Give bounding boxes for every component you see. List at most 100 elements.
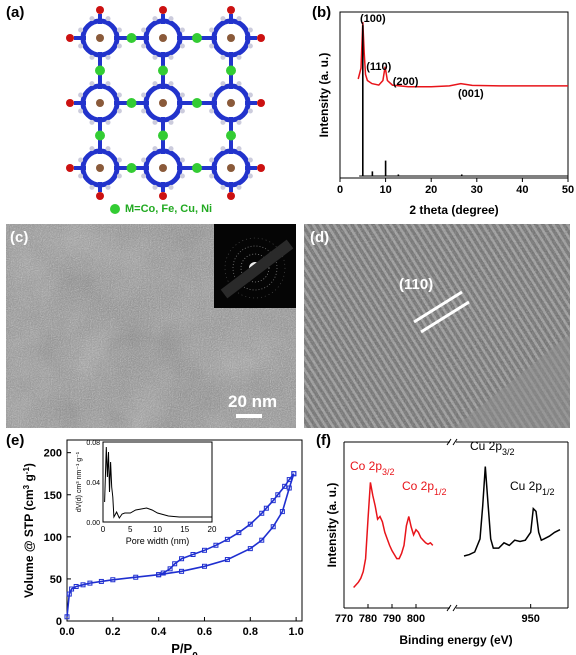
metal-atom [192, 163, 202, 173]
hydrogen-atom [116, 108, 122, 114]
macrocycle-ring [211, 18, 251, 58]
hydrogen-atom [89, 119, 95, 125]
hydrogen-atom [105, 119, 111, 125]
hydrogen-atom [220, 54, 226, 60]
panel-label-d: (d) [310, 229, 330, 246]
hydrogen-atom [116, 157, 122, 163]
inset-x-tick-label: 20 [208, 525, 217, 534]
y-axis-label: Intensity (a. u.) [317, 53, 331, 138]
panel-c-tem-image: 20 nm (c) [6, 224, 296, 428]
isotherm-chart: 0.00.20.40.60.81.0050100150200P/P0Volume… [22, 439, 304, 655]
panel-label-c: (c) [10, 229, 29, 246]
axis-break [446, 604, 452, 612]
metal-atom [192, 98, 202, 108]
inset-y-tick-label: 0.04 [86, 480, 100, 487]
hydrogen-atom [168, 54, 174, 60]
metal-atom [226, 65, 236, 76]
inset-y-tick-label: 0.08 [86, 440, 100, 447]
peak-label: (001) [458, 88, 484, 100]
oxygen-atom [227, 6, 235, 14]
center-metal-atom [96, 34, 104, 42]
hydrogen-atom [247, 92, 253, 98]
inset-frame [102, 441, 213, 523]
adsorption-branch-point [179, 568, 185, 574]
metal-atom [95, 130, 105, 141]
oxygen-atom [96, 192, 104, 200]
axis-break [452, 438, 458, 446]
x-tick-label: 790 [383, 613, 401, 625]
center-metal-atom [159, 34, 167, 42]
adsorption-branch-point [110, 577, 116, 583]
adsorption-branch-point [133, 574, 139, 580]
peak-label: (100) [360, 13, 386, 25]
desorption-branch-point [201, 547, 207, 553]
hydrogen-atom [141, 92, 147, 98]
desorption-branch-point [213, 542, 219, 548]
hydrogen-atom [78, 92, 84, 98]
x-tick-label: 780 [359, 613, 377, 625]
hydrogen-atom [247, 157, 253, 163]
hydrogen-atom [247, 43, 253, 49]
hydrogen-atom [236, 146, 242, 152]
macrocycle-ring [143, 18, 183, 58]
center-metal-atom [227, 99, 235, 107]
axis-break [452, 604, 458, 612]
x-axis-label: Binding energy (eV) [399, 633, 512, 647]
hydrogen-atom [168, 119, 174, 125]
hydrogen-atom [168, 146, 174, 152]
desorption-branch-point [156, 572, 162, 578]
desorption-branch-point [167, 566, 173, 572]
hydrogen-atom [78, 173, 84, 179]
metal-legend-text: M=Co, Fe, Cu, Ni [125, 203, 213, 215]
hydrogen-atom [116, 92, 122, 98]
x-tick-label: 0.6 [197, 626, 212, 638]
oxygen-atom [159, 192, 167, 200]
center-metal-atom [159, 99, 167, 107]
plot-frame [339, 11, 569, 179]
center-metal-atom [227, 34, 235, 42]
panel-label-a: (a) [6, 4, 25, 21]
hydrogen-atom [209, 27, 215, 33]
x-axis-label: 2 theta (degree) [409, 203, 498, 217]
y-tick-label: 0 [56, 616, 62, 628]
hydrogen-atom [179, 27, 185, 33]
x-tick-label: 40 [516, 184, 528, 196]
y-axis-label: Volume @ STP (cm3 g-1) [22, 463, 37, 598]
plot-frame [66, 439, 303, 622]
oxygen-atom [257, 34, 265, 42]
adsorption-branch [66, 473, 295, 617]
metal-dot-icon [110, 204, 120, 214]
desorption-branch-point [190, 552, 196, 558]
metal-atom [226, 130, 236, 141]
macrocycle-ring [143, 83, 183, 123]
adsorption-branch-point [279, 509, 285, 515]
saed-inset [214, 224, 296, 308]
hydrogen-atom [141, 43, 147, 49]
peak-annotation: Co 2p1/2 [402, 479, 447, 497]
peak-label: (200) [393, 76, 419, 88]
x-tick-label: 950 [521, 613, 539, 625]
hydrogen-atom [152, 81, 158, 87]
hydrogen-atom [179, 43, 185, 49]
adsorption-branch-point [80, 582, 86, 588]
hydrogen-atom [236, 16, 242, 22]
hydrogen-atom [209, 108, 215, 114]
panel-b: (b) 0 10 20 30 40 50 2 theta (degree) Intensity… [300, 0, 576, 225]
hydrogen-atom [168, 16, 174, 22]
hydrogen-atom [209, 92, 215, 98]
x-tick-label: 0.4 [151, 626, 167, 638]
inset-x-tick-label: 10 [153, 525, 162, 534]
xps-chart: 770 780 790 800 950 Binding energy (eV) Intens… [325, 438, 569, 647]
hydrogen-atom [105, 16, 111, 22]
adsorption-branch-point [201, 563, 207, 569]
axis-break [446, 438, 452, 446]
y-tick-label: 100 [44, 532, 62, 544]
panel-label-f: (f) [316, 432, 331, 449]
hydrogen-atom [236, 119, 242, 125]
hydrogen-atom [220, 16, 226, 22]
macrocycle-ring [143, 148, 183, 188]
adsorption-branch-point [87, 580, 93, 586]
hydrogen-atom [168, 81, 174, 87]
desorption-branch-point [224, 536, 230, 542]
hydrogen-atom [152, 146, 158, 152]
